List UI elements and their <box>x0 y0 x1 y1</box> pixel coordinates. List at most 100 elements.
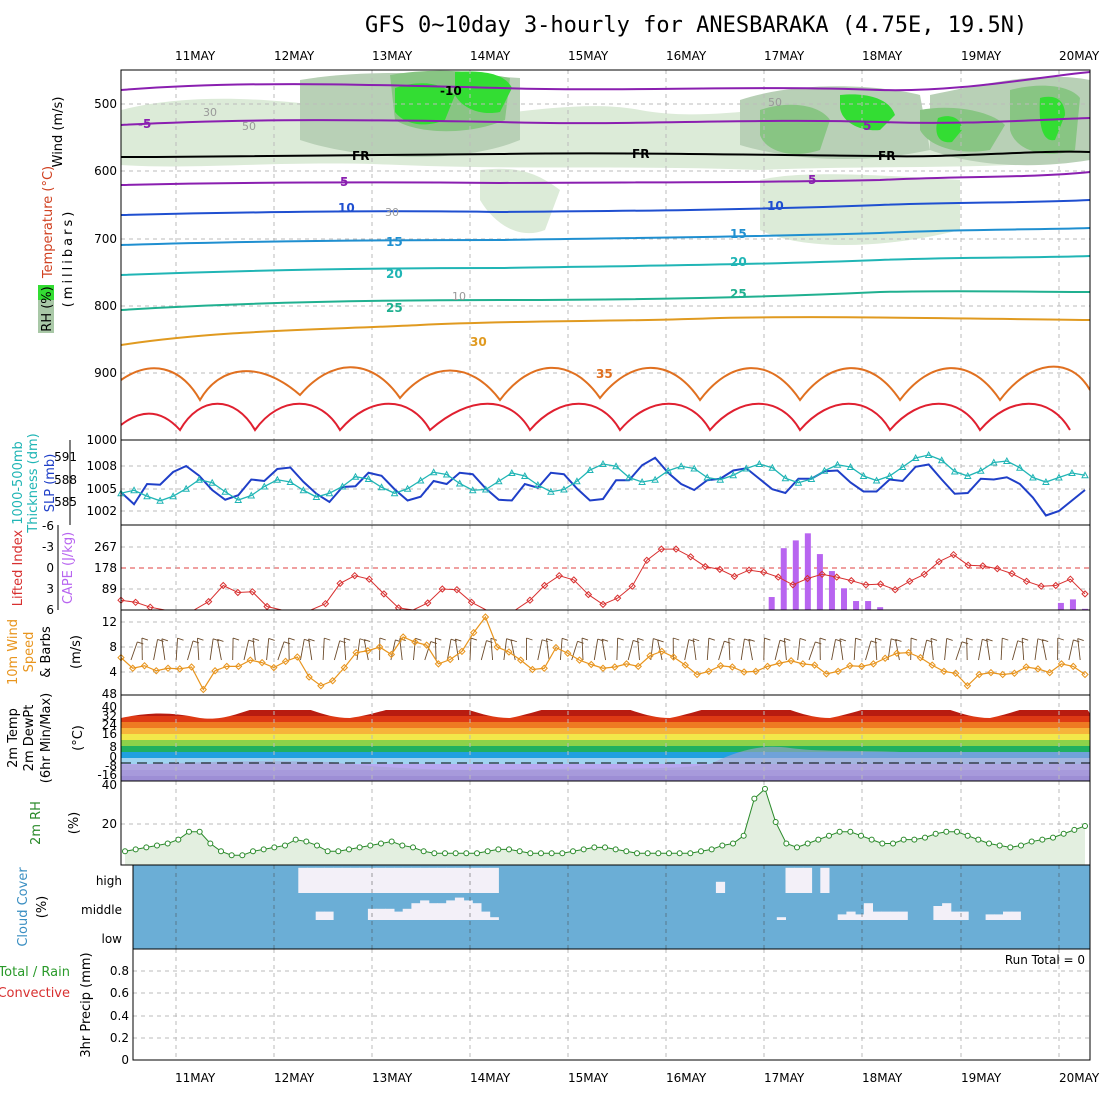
lifted-index-marker <box>628 582 636 590</box>
wind-barb <box>692 638 697 661</box>
svg-text:Temperature (°C): Temperature (°C) <box>41 166 56 279</box>
thickness-marker <box>221 487 230 495</box>
cloud-middle-block <box>889 911 900 920</box>
wind-barb-flag <box>728 637 735 641</box>
rh-series <box>122 785 1088 865</box>
thickness-marker <box>820 466 829 474</box>
cloud-middle-block <box>446 900 456 920</box>
wind-barb <box>153 639 158 661</box>
rh-label: 2m RH <box>29 801 44 845</box>
rh-marker <box>964 832 971 839</box>
rh-marker <box>932 830 939 837</box>
svg-text:30: 30 <box>385 206 399 219</box>
wind-barb-flag <box>946 637 953 641</box>
rh-marker <box>612 846 619 853</box>
wind-speed-marker <box>834 667 842 676</box>
rh-marker <box>580 846 587 853</box>
wind-barb <box>839 638 844 661</box>
chart-title: GFS 0~10day 3-hourly for ANESBARAKA (4.7… <box>365 13 1027 38</box>
thickness-marker <box>325 489 334 497</box>
lifted-index-marker <box>759 568 768 576</box>
wind-barb-flag <box>673 637 680 641</box>
cloud-tick: high <box>96 874 122 888</box>
cloud-middle-block <box>846 911 856 920</box>
wind-barb-flag <box>895 639 902 642</box>
wind-barb-flag <box>784 637 791 641</box>
contour-labels: -10 -5 FR FR FR 5 5 10 10 15 15 20 20 25… <box>138 84 895 381</box>
thickness-line <box>120 454 1086 502</box>
wind-speed-marker <box>246 656 255 664</box>
wind-barb-flag <box>708 637 715 641</box>
lifted-index-marker <box>453 585 461 594</box>
lifted-index-marker <box>1022 577 1031 586</box>
wind-speed-marker <box>411 638 419 646</box>
svg-text:RH (%): RH (%) <box>40 286 55 331</box>
lifted-index-marker <box>204 597 213 606</box>
wind-speed-marker <box>223 662 231 671</box>
wind-speed-marker <box>810 661 819 669</box>
wind-barb-flag <box>617 637 624 641</box>
rh-label: (%) <box>67 812 82 835</box>
wind-barb-flag <box>910 637 918 641</box>
svg-text:FR: FR <box>878 149 895 163</box>
wind-barb <box>559 638 563 661</box>
svg-text:50: 50 <box>768 96 782 109</box>
wind-barb-flag <box>546 638 553 642</box>
wind-barb <box>510 639 516 661</box>
wind-barb-flag <box>161 638 169 642</box>
wind-speed-marker <box>881 654 889 662</box>
rh-marker <box>591 844 598 851</box>
cloud-high-block <box>785 867 795 893</box>
precip-label: Total / Rain <box>0 965 70 980</box>
wind-barb-flag <box>930 638 938 641</box>
rh-marker <box>943 828 950 835</box>
svg-text:10: 10 <box>338 201 355 215</box>
wind-speed-marker <box>822 670 831 678</box>
rh-marker <box>975 836 982 843</box>
rh-marker <box>527 850 534 857</box>
svg-text:30: 30 <box>470 335 487 349</box>
thickness-marker <box>976 466 985 474</box>
wind-barb-flag <box>1077 638 1084 641</box>
wind-barb-flag <box>308 638 315 642</box>
wind-barb-flag <box>799 638 807 641</box>
wind-speed-marker <box>951 669 960 677</box>
wind-barb-flag <box>581 637 589 641</box>
wind-speed-marker <box>987 668 995 677</box>
upper-ylabel: Wind (m/s) Temperature (°C) (millibars) … <box>38 97 76 333</box>
thickness-marker <box>950 467 959 475</box>
rh-marker <box>218 848 224 855</box>
wind-barb <box>728 638 731 661</box>
cloud-middle-block <box>463 900 473 920</box>
wind-speed-marker <box>869 660 878 668</box>
lifted-index-marker <box>686 553 695 561</box>
rh-marker <box>132 846 139 853</box>
cloud-middle-block <box>437 903 447 920</box>
rh-marker <box>282 842 288 849</box>
wind-barb <box>1077 638 1081 661</box>
cloud-high-block <box>333 867 343 893</box>
cloud-high-block <box>402 867 412 893</box>
rh-marker <box>559 850 566 857</box>
thickness-marker <box>807 474 816 482</box>
date-label: 11MAY <box>175 49 216 63</box>
rh-marker <box>538 850 544 857</box>
thickness-marker <box>586 465 594 473</box>
thickness-marker <box>716 475 725 483</box>
precip-label: 3hr Precip (mm) <box>79 952 94 1057</box>
thickness-marker <box>924 450 933 458</box>
wind-speed-marker <box>658 647 666 656</box>
cloud-middle-block <box>481 911 491 920</box>
wind-barb-flag <box>1042 639 1049 643</box>
thickness-marker <box>833 460 842 468</box>
svg-text:35: 35 <box>596 367 613 381</box>
rh-marker <box>762 785 768 792</box>
wind-barb <box>197 638 200 661</box>
temp-tick: 32 <box>102 709 117 723</box>
lifted-index-marker <box>555 571 563 580</box>
wind-barb <box>480 640 487 661</box>
rh-marker <box>260 846 267 853</box>
lifted-index-marker <box>1008 569 1016 578</box>
rh-marker <box>452 850 459 857</box>
cloud-label: (%) <box>35 896 50 919</box>
